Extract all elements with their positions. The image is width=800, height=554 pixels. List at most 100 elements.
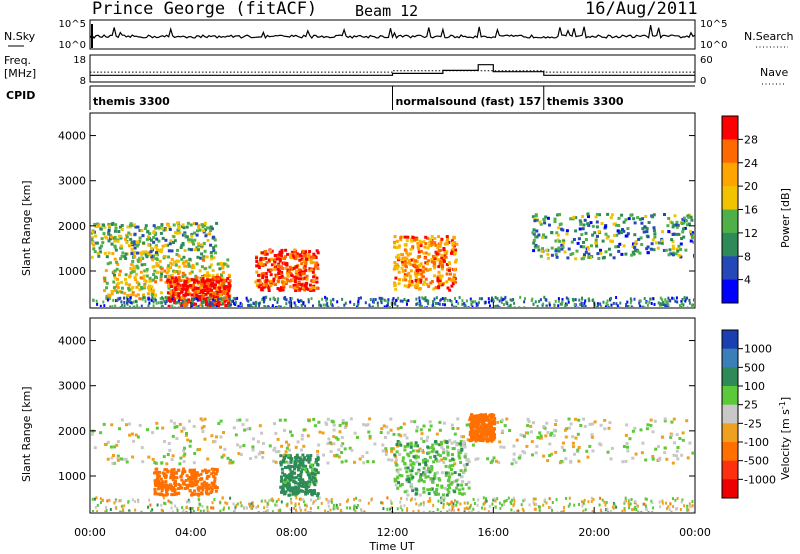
power-cell xyxy=(210,227,214,231)
power-cell xyxy=(571,252,575,256)
velocity-cell xyxy=(261,456,265,459)
power-cell xyxy=(279,250,283,254)
power-cell xyxy=(431,254,435,258)
power-cell xyxy=(162,297,165,301)
power-cell xyxy=(225,292,229,295)
power-cell xyxy=(262,272,266,275)
power-cell xyxy=(567,300,570,304)
power-cell xyxy=(343,303,346,307)
velocity-cell xyxy=(157,479,161,483)
power-cell xyxy=(294,257,298,261)
velocity-cell xyxy=(164,485,168,489)
power-cell xyxy=(204,284,208,288)
velocity-cell xyxy=(624,499,626,503)
velocity-cell xyxy=(422,480,426,484)
power-cell xyxy=(199,256,203,260)
power-cell xyxy=(543,221,547,225)
velocity-cell xyxy=(405,497,408,501)
power-cell xyxy=(115,290,119,294)
velocity-cell xyxy=(651,501,654,505)
velocity-cell xyxy=(455,443,459,447)
velocity-cell xyxy=(367,501,370,505)
power-cell xyxy=(164,295,167,299)
power-cell xyxy=(278,258,282,261)
velocity-cell xyxy=(688,502,691,506)
power-cell xyxy=(298,277,302,281)
velocity-cell xyxy=(609,509,612,512)
velocity-cell xyxy=(180,429,184,433)
power-cell xyxy=(503,297,506,301)
xtick-label: 12:00 xyxy=(377,526,409,539)
power-cell xyxy=(546,216,550,220)
velocity-cell xyxy=(124,457,128,461)
power-cell xyxy=(609,216,613,220)
power-cell xyxy=(395,246,398,249)
power-cell xyxy=(676,300,679,304)
power-cell xyxy=(553,304,556,307)
power-cell xyxy=(236,296,239,300)
power-cell xyxy=(220,285,224,289)
power-cell xyxy=(185,260,189,264)
power-cell xyxy=(196,282,200,286)
power-cell xyxy=(257,266,261,269)
power-cell xyxy=(203,273,207,277)
velocity-cell xyxy=(415,460,419,464)
power-cell xyxy=(142,293,145,297)
power-cell xyxy=(594,238,598,242)
velocity-cell xyxy=(393,453,397,457)
power-cell xyxy=(189,284,193,287)
velocity-cell xyxy=(414,487,418,491)
power-cell xyxy=(146,252,150,256)
velocity-cell xyxy=(166,469,170,473)
power-cell xyxy=(417,250,421,254)
power-cell xyxy=(453,251,457,255)
velocity-cell xyxy=(335,503,338,507)
power-cell xyxy=(116,299,119,302)
velocity-cell xyxy=(403,445,407,449)
velocity-cell xyxy=(312,501,314,505)
power-cell xyxy=(296,271,300,275)
power-cell xyxy=(627,217,631,221)
velocity-cell xyxy=(463,501,466,505)
power-cell xyxy=(132,300,135,304)
velocity-cell xyxy=(313,492,317,495)
power-cell xyxy=(439,242,442,246)
power-cell xyxy=(174,288,178,292)
velocity-cell xyxy=(675,507,677,511)
velocity-cell xyxy=(604,503,607,507)
power-cell xyxy=(210,291,214,294)
power-cell xyxy=(602,300,605,304)
velocity-cell xyxy=(158,470,161,474)
power-cell xyxy=(309,261,313,265)
power-cell xyxy=(403,243,407,247)
velocity-cell xyxy=(140,510,143,512)
power-cell xyxy=(189,248,193,252)
velocity-cell xyxy=(389,428,393,432)
velocity-cell xyxy=(385,425,389,429)
power-cell xyxy=(617,249,621,253)
velocity-cell xyxy=(344,423,348,427)
power-cell xyxy=(618,229,622,233)
velocity-cell xyxy=(303,456,307,460)
power-cell xyxy=(400,252,404,256)
power-cell xyxy=(177,284,181,288)
power-cell xyxy=(371,305,374,307)
xtick-label: 00:00 xyxy=(74,526,106,539)
power-cell xyxy=(200,265,204,269)
power-cell xyxy=(533,245,537,249)
power-cell xyxy=(423,306,426,307)
freq-right-label: Nave xyxy=(760,66,788,79)
velocity-cell xyxy=(169,487,173,491)
power-cell xyxy=(550,246,554,250)
power-cell xyxy=(349,300,352,304)
velocity-cell xyxy=(308,480,312,484)
power-cell xyxy=(283,255,287,259)
power-cell xyxy=(91,236,94,240)
power-cell xyxy=(160,300,163,304)
power-cell xyxy=(169,239,173,243)
velocity-cell xyxy=(304,468,307,472)
velocity-cell xyxy=(691,451,694,455)
velocity-cell xyxy=(400,504,403,508)
velocity-cell xyxy=(476,414,480,418)
power-cell xyxy=(403,260,407,263)
